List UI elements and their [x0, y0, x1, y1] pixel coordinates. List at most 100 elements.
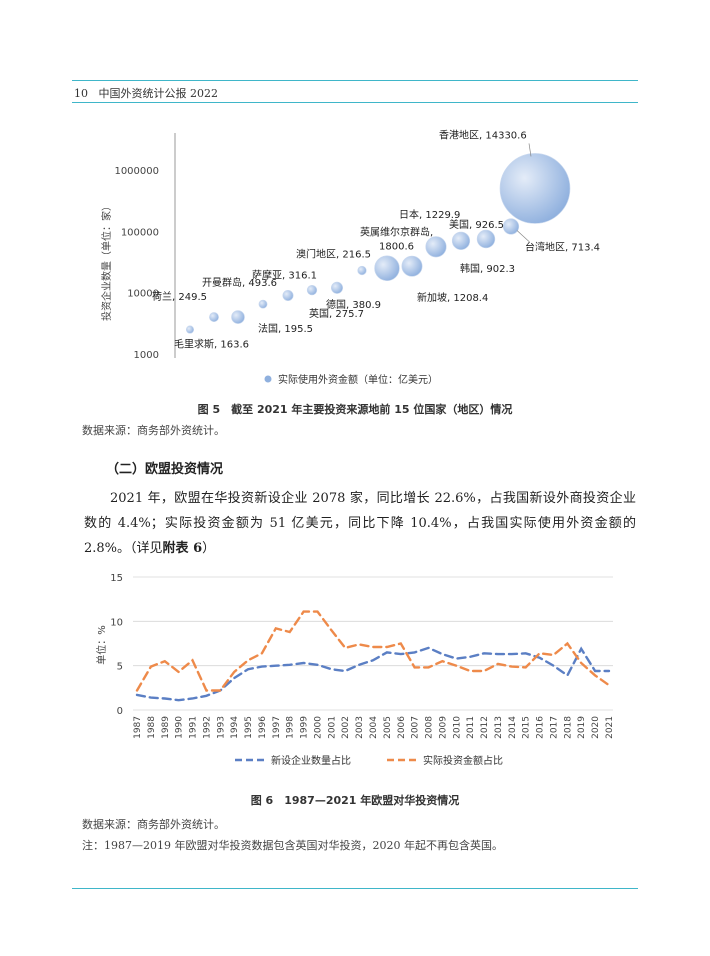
fig5-bubble: [209, 312, 219, 322]
fig5-point-6: [306, 284, 318, 296]
fig6-x-tick-label: 1998: [286, 716, 296, 739]
fig6-x-tick-label: 1999: [300, 716, 310, 739]
fig6-x-tick-label: 2004: [369, 716, 379, 739]
fig5-point-1: [185, 325, 195, 334]
fig6-x-tick-label: 2020: [591, 716, 601, 739]
fig5-bubble: [282, 289, 294, 301]
fig5-point-9: [374, 255, 400, 281]
publication-title: 中国外资统计公报 2022: [98, 87, 219, 100]
fig6-x-tick-label: 2006: [397, 716, 407, 739]
figure-5-source: 数据来源：商务部外资统计。: [82, 424, 225, 437]
figure-6-source: 数据来源：商务部外资统计。: [82, 818, 225, 831]
fig6-x-tick-label: 2001: [327, 716, 337, 739]
header-top-rule: [72, 80, 638, 81]
fig5-point-label: 英国, 275.7: [309, 307, 364, 320]
fig6-series-line-2: [135, 610, 611, 692]
fig6-x-tick-label: 1994: [230, 716, 240, 739]
fig6-x-tick-label: 2008: [425, 716, 435, 739]
fig6-x-tick-label: 2000: [313, 716, 323, 739]
fig6-legend: 新设企业数量占比 实际投资金额占比: [235, 754, 503, 767]
fig6-x-tick-label: 1992: [202, 716, 212, 739]
fig5-point-label: 香港地区, 14330.6: [439, 128, 527, 141]
appendix-link[interactable]: 附表 6: [162, 541, 203, 556]
fig6-y-tick-label: 10: [110, 617, 123, 628]
fig5-bubble: [231, 310, 245, 324]
fig5-bubble: [330, 281, 344, 294]
fig6-y-axis-label: 单位：%: [95, 625, 108, 665]
fig5-leader: [516, 230, 530, 242]
fig6-x-tick-label: 1995: [244, 716, 254, 739]
fig6-x-tick-label: 1993: [216, 716, 226, 739]
fig5-point-13: [476, 229, 496, 249]
fig6-series-line-1: [135, 646, 611, 702]
fig6-x-tick-label: 2013: [494, 716, 504, 739]
fig6-x-tick-label: 1988: [147, 716, 157, 739]
fig6-x-tick-label: 2016: [536, 716, 546, 739]
fig5-bubble: [499, 153, 571, 224]
fig5-bubble: [306, 284, 318, 296]
fig5-point-5: [282, 289, 294, 301]
fig5-point-label: 荷兰, 249.5: [152, 290, 207, 303]
fig6-x-tick-label: 2017: [549, 716, 559, 739]
fig6-x-tick-label: 1989: [161, 716, 171, 739]
fig5-point-4: [258, 299, 268, 309]
fig6-x-tick-label: 2009: [438, 716, 448, 739]
fig6-lines: [135, 610, 611, 702]
fig5-bubble: [502, 218, 520, 235]
fig5-bubble: [401, 255, 423, 277]
fig5-legend: 实际使用外资金额（单位：亿美元）: [264, 373, 438, 386]
fig6-x-tick-label: 1991: [189, 716, 199, 739]
fig6-x-tick-label: 2019: [577, 716, 587, 739]
figure-6-note: 注：1987—2019 年欧盟对华投资数据包含英国对华投资，2020 年起不再包…: [82, 839, 503, 852]
page-number: 10: [74, 87, 88, 100]
fig6-x-tick-label: 2007: [411, 716, 421, 739]
paragraph-text: 2021 年，欧盟在华投资新设企业 2078 家，同比增长 22.6%，占我国新…: [84, 491, 636, 556]
fig5-point-label: 美国, 926.5: [449, 218, 504, 231]
fig6-grid: 0 5 10 15 单位：%: [95, 573, 613, 717]
fig5-legend-marker: [264, 375, 272, 383]
fig5-point-3: [231, 310, 245, 324]
fig5-point-label: 台湾地区, 713.4: [525, 240, 600, 253]
fig6-x-tick-label: 2018: [563, 716, 573, 739]
fig5-point-14: [502, 218, 520, 235]
fig5-bubble: [374, 255, 400, 281]
fig5-point-label: 日本, 1229.9: [399, 208, 460, 221]
figure-5-bubble-chart: 1000 10000 100000 1000000 投资企业数量（单位：家） 毛里求斯,…: [100, 128, 600, 386]
fig6-x-tick-label: 2015: [522, 716, 532, 739]
fig5-y-tick-label: 10000: [127, 289, 159, 300]
fig5-point-label: 萨摩亚, 316.1: [252, 268, 317, 281]
fig5-point-11: [425, 236, 447, 258]
fig6-y-tick-label: 0: [117, 706, 123, 717]
fig5-bubble: [185, 325, 195, 334]
fig6-y-tick-label: 15: [110, 573, 123, 584]
fig6-x-tick-label: 2005: [383, 716, 393, 739]
fig5-point-label: 1800.6: [379, 241, 414, 252]
fig6-x-tick-label: 2014: [508, 716, 518, 739]
fig6-x-tick-label: 1990: [175, 716, 185, 739]
fig5-leader: [528, 143, 532, 157]
fig5-point-10: [401, 255, 423, 277]
fig5-bubble: [476, 229, 496, 249]
section-paragraph: 2021 年，欧盟在华投资新设企业 2078 家，同比增长 22.6%，占我国新…: [84, 486, 636, 561]
footer-rule: [72, 888, 638, 889]
fig5-bubbles: [185, 153, 571, 334]
fig5-point-label: 澳门地区, 216.5: [296, 247, 371, 260]
fig5-point-2: [209, 312, 219, 322]
fig5-bubble: [357, 265, 367, 276]
figure-6-caption: 图 6 1987—2021 年欧盟对华投资情况: [250, 794, 460, 807]
section-heading: （二）欧盟投资情况: [106, 462, 224, 477]
header-bottom-rule: [72, 102, 638, 103]
fig5-legend-label: 实际使用外资金额（单位：亿美元）: [278, 373, 438, 386]
fig5-bubble: [451, 231, 471, 250]
fig6-x-tick-label: 2010: [452, 716, 462, 739]
fig6-legend-label: 实际投资金额占比: [423, 754, 503, 767]
fig6-x-tick-label: 1997: [272, 716, 282, 739]
fig5-point-label: 韩国, 902.3: [460, 262, 515, 275]
fig6-x-tick-label: 2021: [605, 716, 615, 739]
fig5-axes: 1000 10000 100000 1000000 投资企业数量（单位：家）: [100, 133, 176, 361]
running-header: 10 中国外资统计公报 2022: [74, 85, 218, 101]
fig6-x-tick-label: 1987: [133, 716, 143, 739]
fig5-point-label: 法国, 195.5: [258, 322, 313, 335]
